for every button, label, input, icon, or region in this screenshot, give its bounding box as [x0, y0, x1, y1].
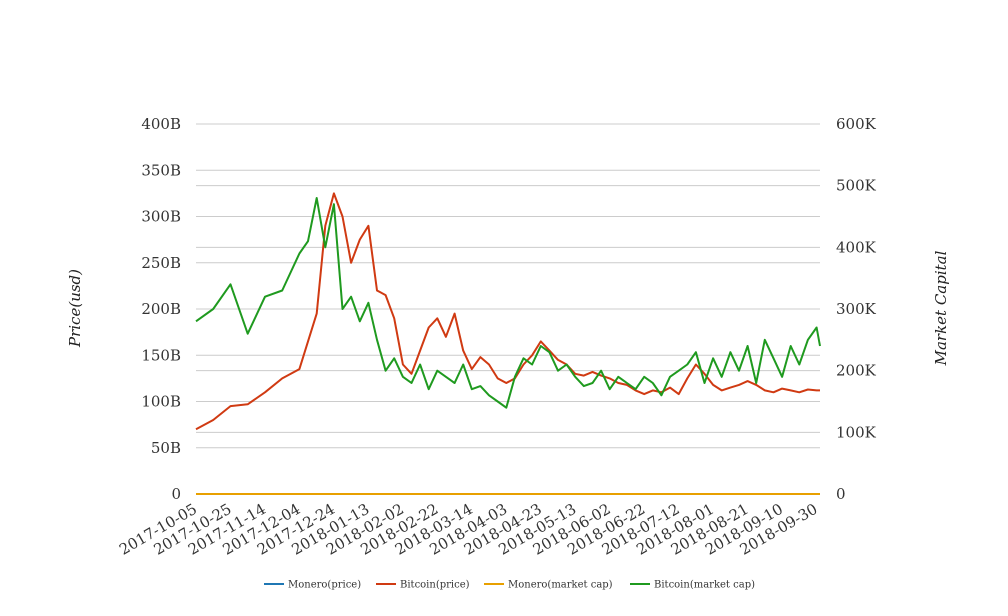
y-left-tick-label: 250B: [141, 254, 181, 272]
y-left-tick-label: 100B: [141, 393, 181, 411]
y-left-tick-label: 0: [171, 485, 181, 503]
y-right-tick-label: 100K: [836, 423, 877, 441]
legend-label: Bitcoin(price): [400, 580, 470, 591]
gridlines: [196, 123, 820, 495]
series-line-bitcoin-price: [195, 192, 820, 431]
y-axis-left-ticks: 0 50B 100B 150B 200B 250B 300B 350B 400B: [141, 115, 181, 503]
y-right-tick-label: 300K: [836, 300, 877, 318]
y-left-tick-label: 400B: [141, 115, 181, 133]
y-right-tick-label: 600K: [836, 115, 877, 133]
y-left-tick-label: 150B: [141, 346, 181, 364]
y-left-tick-label: 300B: [141, 208, 181, 226]
series-line-bitcoin-market-cap: [195, 197, 821, 409]
y-axis-right-ticks: 0 100K 200K 300K 400K 500K 600K: [836, 115, 877, 503]
y-right-tick-label: 200K: [836, 362, 877, 380]
y-axis-right-label: Market Capital: [932, 250, 950, 366]
y-right-tick-label: 400K: [836, 238, 877, 256]
y-right-tick-label: 500K: [836, 177, 877, 195]
y-left-tick-label: 200B: [141, 300, 181, 318]
legend-label: Monero(market cap): [508, 580, 613, 591]
series-lines: [195, 192, 821, 495]
legend-label: Bitcoin(market cap): [654, 580, 755, 591]
legend-label: Monero(price): [288, 580, 361, 591]
y-left-tick-label: 350B: [141, 161, 181, 179]
y-left-tick-label: 50B: [151, 439, 181, 457]
y-right-tick-label: 0: [836, 485, 846, 503]
x-axis-ticks: 2017-10-052017-10-252017-11-142017-12-04…: [116, 500, 820, 559]
legend: Monero(price) Bitcoin(price) Monero(market…: [264, 580, 755, 591]
y-axis-left-label: Price(usd): [66, 269, 84, 348]
